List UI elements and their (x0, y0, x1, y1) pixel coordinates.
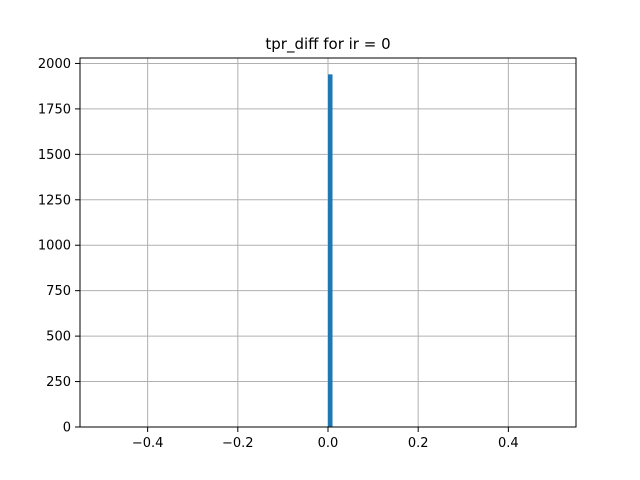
x-tick-label: 0.2 (408, 436, 429, 451)
y-tick-label: 1000 (38, 239, 71, 254)
y-tick-label: 0 (63, 421, 71, 436)
histogram-bar (328, 74, 333, 427)
x-tick-label: −0.4 (132, 436, 164, 451)
y-tick-label: 750 (46, 284, 71, 299)
x-tick-label: 0.0 (318, 436, 339, 451)
y-tick-label: 1500 (38, 148, 71, 163)
chart-title: tpr_diff for ir = 0 (265, 35, 390, 54)
x-tick-label: −0.2 (222, 436, 254, 451)
y-tick-label: 2000 (38, 57, 71, 72)
x-tick-label: 0.4 (498, 436, 519, 451)
x-axis: −0.4 −0.2 0.0 0.2 0.4 (132, 427, 519, 451)
y-tick-label: 1750 (38, 102, 71, 117)
y-axis: 0 250 500 750 1000 1250 1500 1750 2000 (38, 57, 80, 436)
y-tick-label: 250 (46, 375, 71, 390)
bars (328, 74, 333, 427)
y-tick-label: 500 (46, 330, 71, 345)
y-tick-label: 1250 (38, 193, 71, 208)
